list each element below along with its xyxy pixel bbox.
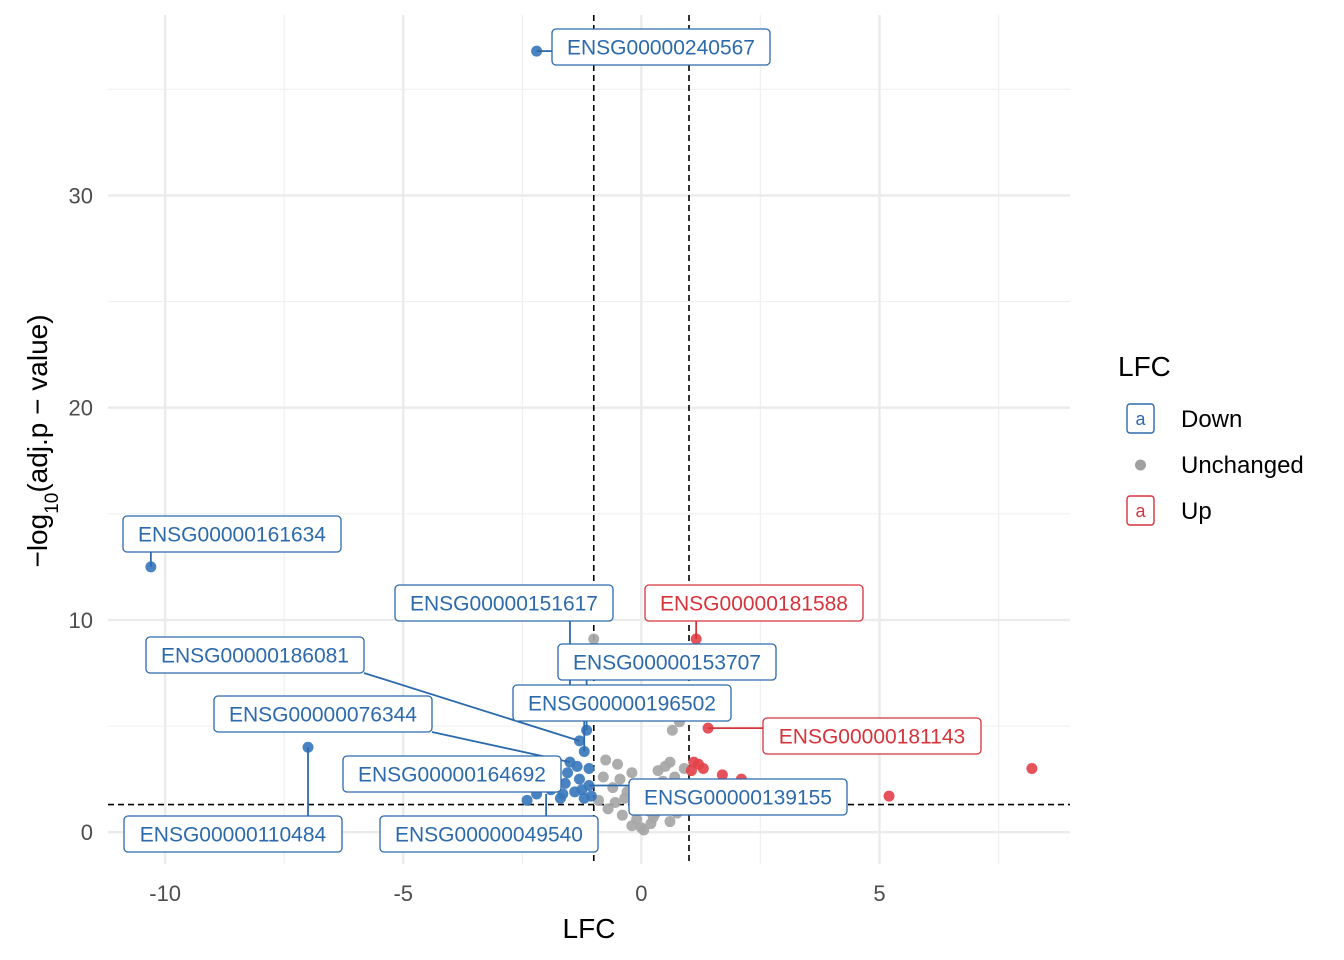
y-tick-label: 10 — [69, 608, 93, 633]
legend-title: LFC — [1118, 351, 1171, 382]
legend-key-glyph: a — [1135, 501, 1146, 521]
gene-label-box — [551, 28, 771, 66]
gene-label: ENSG00000186081 — [161, 645, 349, 668]
gene-label-box — [628, 778, 848, 816]
gene-label: ENSG00000110484 — [140, 824, 327, 847]
data-point-down — [583, 762, 595, 774]
gene-label-box — [379, 815, 599, 853]
data-point-up — [883, 790, 895, 802]
data-point-unchanged — [626, 820, 638, 832]
y-tick-label: 30 — [69, 183, 93, 208]
data-point-unchanged — [664, 816, 676, 828]
legend-key-dot — [1135, 459, 1146, 471]
legend-entry-label: Down — [1181, 406, 1242, 433]
gene-label-box — [342, 755, 562, 793]
y-tick-label: 0 — [81, 820, 93, 845]
data-point-unchanged — [588, 633, 600, 645]
gene-label-box — [213, 695, 433, 733]
data-point-unchanged — [597, 771, 609, 783]
data-point-up — [693, 758, 705, 770]
gene-label: ENSG00000139155 — [644, 787, 832, 810]
y-axis-title-suffix: (adj.p − value) — [22, 314, 53, 492]
data-point-down — [559, 777, 571, 789]
data-point-unchanged — [609, 796, 621, 808]
data-point-unchanged — [607, 782, 619, 794]
data-point-down — [576, 784, 588, 796]
x-tick-label: -10 — [149, 881, 181, 906]
legend-key-glyph: a — [1135, 409, 1146, 429]
legend: LFC a Down Unchanged a Up — [1118, 351, 1304, 526]
data-point-down — [521, 794, 533, 806]
data-point-unchanged — [614, 773, 626, 785]
gene-labels: ENSG00000240567 ENSG00000161634 ENSG000001… — [122, 28, 982, 853]
data-point-up — [716, 769, 728, 781]
data-point-down — [578, 792, 590, 804]
data-point-down — [571, 760, 583, 772]
y-tick-label: 20 — [69, 396, 93, 421]
threshold-lines — [108, 15, 1070, 864]
data-point-unchanged — [666, 724, 678, 736]
data-point-down — [562, 767, 574, 779]
data-point-up — [685, 765, 697, 777]
gene-label: ENSG00000181143 — [779, 726, 965, 749]
y-axis-title-prefix: −log — [22, 514, 53, 568]
data-point-unchanged — [602, 803, 614, 815]
gene-label: ENSG00000161634 — [138, 524, 326, 547]
gene-label: ENSG00000164692 — [358, 764, 546, 787]
y-axis-title-subscript: 10 — [42, 493, 63, 514]
label-connector — [363, 672, 580, 742]
legend-entry-label: Up — [1181, 498, 1212, 525]
gene-label-box — [123, 815, 343, 853]
gene-label: ENSG00000153707 — [573, 652, 761, 675]
data-point-unchanged — [626, 767, 638, 779]
gene-label-box — [644, 584, 864, 622]
gene-label: ENSG00000196502 — [528, 693, 716, 716]
data-point-unchanged — [652, 765, 664, 777]
y-axis-title: −log10(adj.p − value) — [22, 314, 63, 567]
legend-key-box — [1126, 403, 1155, 434]
gene-label-box — [394, 584, 614, 622]
legend-key-box — [1126, 495, 1155, 526]
x-tick-label: 5 — [873, 881, 885, 906]
gene-label-box — [512, 684, 732, 722]
data-point-unchanged — [600, 754, 612, 766]
data-point-unchanged — [612, 758, 624, 770]
gene-label: ENSG00000181588 — [660, 593, 848, 616]
gene-label-box — [557, 643, 777, 681]
x-tick-label: -5 — [393, 881, 413, 906]
gene-label-box — [762, 717, 982, 755]
legend-entry-label: Unchanged — [1181, 452, 1304, 479]
gene-label-box — [145, 636, 365, 674]
data-point-unchanged — [664, 756, 676, 768]
x-tick-label: 0 — [635, 881, 647, 906]
data-point-unchanged — [616, 809, 628, 821]
data-point-unchanged — [638, 824, 650, 836]
data-point-down — [573, 773, 585, 785]
gene-label-box — [122, 515, 342, 553]
gene-label: ENSG00000240567 — [567, 37, 755, 60]
x-axis-title: LFC — [563, 913, 616, 944]
gene-label: ENSG00000076344 — [229, 704, 417, 727]
data-point-unchanged — [619, 792, 631, 804]
gene-label: ENSG00000049540 — [395, 824, 583, 847]
data-point-up — [1026, 762, 1038, 774]
gene-label: ENSG00000151617 — [410, 593, 598, 616]
